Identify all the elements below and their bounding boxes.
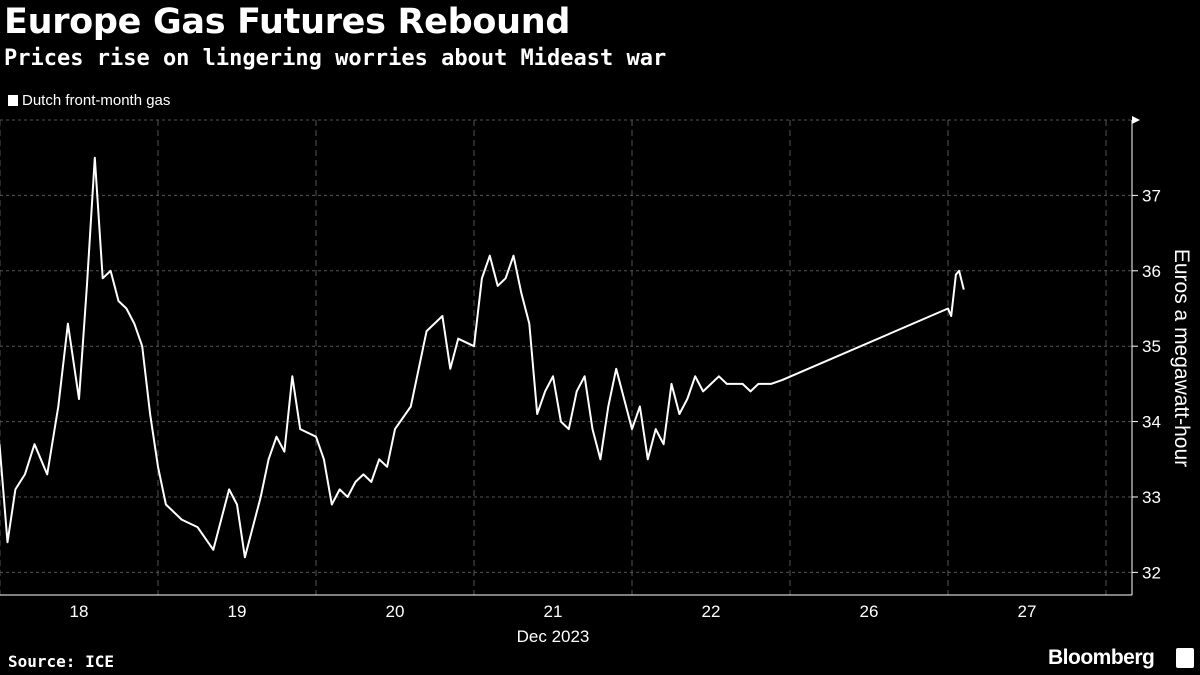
series-layer: [0, 156, 965, 559]
brand-logo: Bloomberg: [1048, 646, 1155, 669]
tick-labels: 32 33 34 35 36 37 18 19 20 21 22 26 27: [70, 186, 1161, 621]
x-axis-title: Dec 2023: [517, 627, 590, 646]
x-tick-label: 22: [702, 602, 721, 621]
y-axis-cap-icon: [1132, 116, 1140, 124]
legend-swatch: [8, 95, 18, 106]
chart-subtitle: Prices rise on lingering worries about M…: [4, 46, 667, 71]
y-tick-label: 37: [1142, 186, 1161, 205]
bloomberg-badge-icon: [1176, 648, 1194, 668]
y-tick-label: 34: [1142, 413, 1161, 432]
x-tick-label: 19: [228, 602, 247, 621]
x-tick-label: 21: [544, 602, 563, 621]
y-tick-label: 36: [1142, 262, 1161, 281]
y-axis-title: Euros a megawatt-hour: [1170, 249, 1193, 467]
x-tick-label: 18: [70, 602, 89, 621]
grid: [0, 119, 1132, 595]
x-tick-label: 26: [860, 602, 879, 621]
chart-title: Europe Gas Futures Rebound: [4, 2, 571, 42]
y-tick-label: 32: [1142, 563, 1161, 582]
x-tick-label: 20: [386, 602, 405, 621]
y-tick-label: 35: [1142, 337, 1161, 356]
legend: Dutch front-month gas: [8, 92, 170, 109]
series-line: [0, 156, 965, 559]
axes: [0, 116, 1140, 596]
y-tick-label: 33: [1142, 488, 1161, 507]
x-tick-label: 27: [1018, 602, 1037, 621]
legend-label: Dutch front-month gas: [22, 92, 171, 109]
source-note: Source: ICE: [8, 652, 114, 671]
